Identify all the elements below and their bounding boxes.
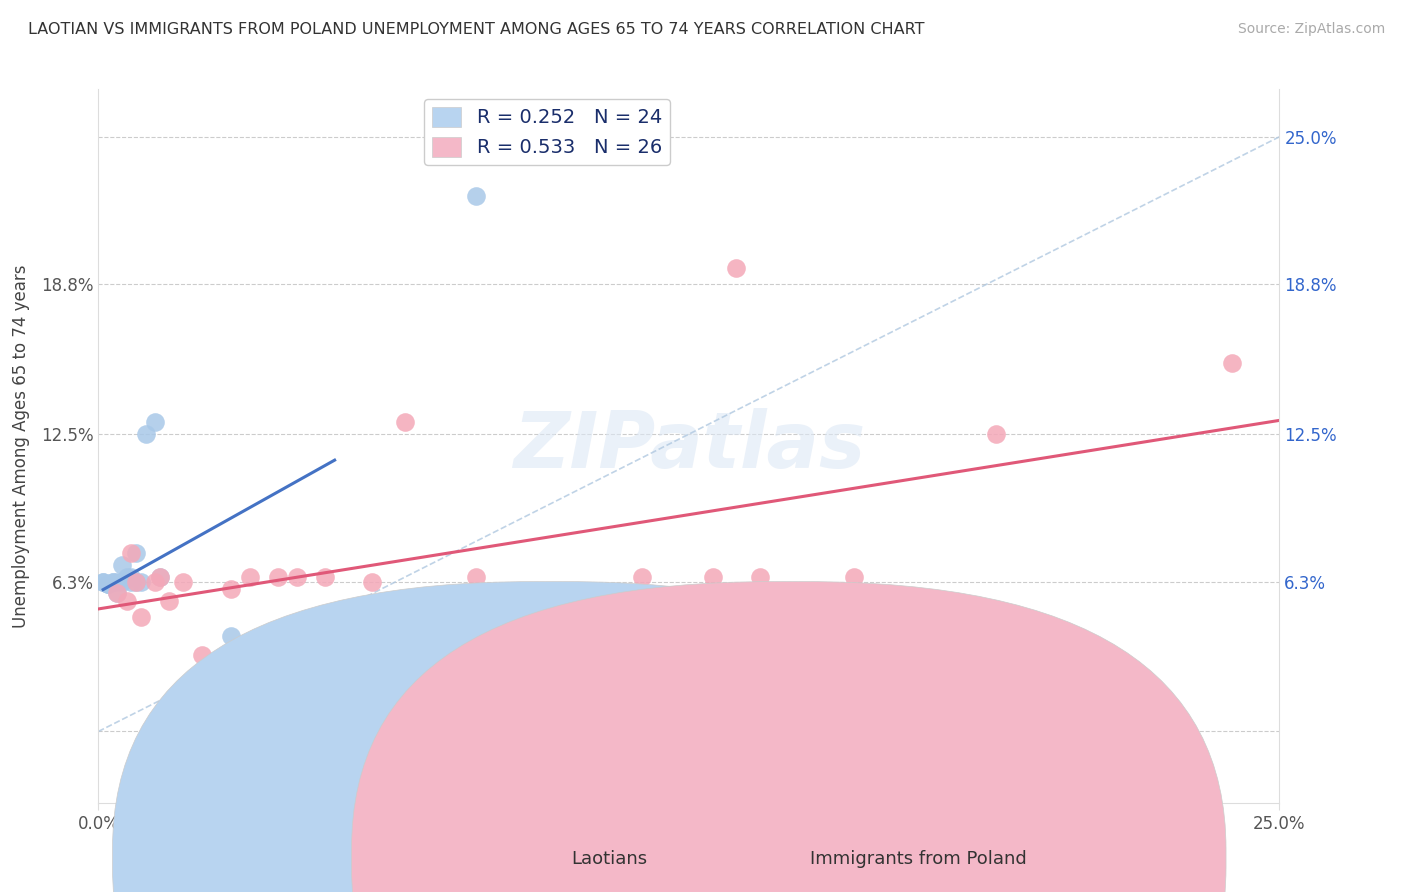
Point — [702, 570, 724, 584]
Point — [135, 427, 157, 442]
Point — [1220, 356, 1243, 370]
Point — [91, 574, 114, 589]
Point — [105, 574, 128, 589]
Point — [219, 629, 242, 643]
Point — [984, 427, 1007, 442]
Text: Immigrants from Poland: Immigrants from Poland — [810, 850, 1026, 868]
Point — [560, 629, 582, 643]
Point — [143, 415, 166, 429]
Point — [105, 586, 128, 600]
Point — [101, 574, 124, 589]
Point — [465, 189, 488, 203]
Point — [465, 570, 488, 584]
Point — [115, 570, 138, 584]
Point — [157, 593, 180, 607]
Point — [97, 577, 120, 591]
Point — [101, 574, 124, 589]
Point — [172, 574, 194, 589]
Point — [129, 574, 152, 589]
Point — [219, 582, 242, 596]
Text: Source: ZipAtlas.com: Source: ZipAtlas.com — [1237, 22, 1385, 37]
Point — [285, 570, 308, 584]
Point — [748, 570, 770, 584]
Point — [125, 574, 148, 589]
Text: Laotians: Laotians — [571, 850, 647, 868]
Point — [121, 574, 143, 589]
Point — [239, 570, 262, 584]
Point — [111, 574, 134, 589]
Legend: R = 0.252   N = 24, R = 0.533   N = 26: R = 0.252 N = 24, R = 0.533 N = 26 — [425, 99, 671, 165]
Point — [512, 646, 534, 660]
Point — [149, 570, 172, 584]
Point — [267, 570, 290, 584]
Point — [394, 415, 416, 429]
Text: ZIPatlas: ZIPatlas — [513, 408, 865, 484]
Y-axis label: Unemployment Among Ages 65 to 74 years: Unemployment Among Ages 65 to 74 years — [11, 264, 30, 628]
Point — [253, 629, 276, 643]
Point — [115, 593, 138, 607]
Point — [361, 574, 384, 589]
Point — [105, 586, 128, 600]
Point — [121, 570, 143, 584]
Point — [121, 546, 143, 560]
Point — [630, 570, 652, 584]
Point — [314, 653, 336, 667]
Point — [143, 574, 166, 589]
Point — [844, 570, 866, 584]
Point — [191, 648, 214, 663]
Point — [111, 558, 134, 572]
Point — [97, 577, 120, 591]
Point — [129, 610, 152, 624]
Point — [314, 570, 336, 584]
Point — [149, 570, 172, 584]
Point — [725, 260, 748, 275]
Text: LAOTIAN VS IMMIGRANTS FROM POLAND UNEMPLOYMENT AMONG AGES 65 TO 74 YEARS CORRELA: LAOTIAN VS IMMIGRANTS FROM POLAND UNEMPL… — [28, 22, 925, 37]
Point — [125, 574, 148, 589]
Point — [97, 577, 120, 591]
Point — [125, 546, 148, 560]
Point — [91, 574, 114, 589]
